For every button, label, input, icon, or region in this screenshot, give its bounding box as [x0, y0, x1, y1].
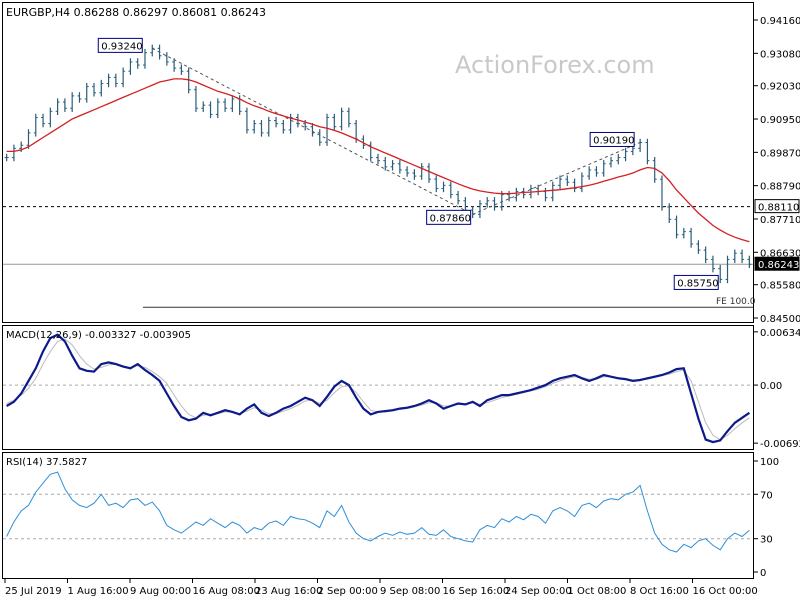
- price-tick-label: 0.89870: [760, 148, 800, 159]
- macd-panel: [2, 325, 754, 450]
- time-tick-label: 8 Oct 16:00: [630, 586, 689, 597]
- macd-series: [3, 333, 753, 444]
- price-tick-label: 0.87710: [760, 215, 800, 226]
- macd-title: MACD(12,26,9) -0.003327 -0.003905: [6, 330, 191, 341]
- price-annotation-box: [97, 37, 143, 53]
- price-annotation: 0.85750: [677, 278, 718, 289]
- rsi-title: RSI(14) 37.5827: [6, 457, 87, 468]
- time-tick-label: 9 Aug 00:00: [130, 586, 191, 597]
- rsi-tick-label: 30: [760, 535, 773, 546]
- price-annotation: 0.93240: [101, 41, 142, 52]
- time-tick-label: 16 Aug 08:00: [193, 586, 260, 597]
- price-tick-label: 0.86630: [760, 248, 800, 259]
- level-price-label: 0.88110: [758, 203, 799, 214]
- price-tick-label: 0.92030: [760, 82, 800, 93]
- level-price-label: 0.86243: [758, 260, 799, 271]
- time-axis: 25 Jul 2019 1 Aug 16:00 9 Aug 00:00 16 Aug …: [4, 579, 758, 597]
- time-tick-label: 2 Sep 00:00: [318, 586, 378, 597]
- macd-tick-label: 0.00: [760, 381, 782, 392]
- price-panel: [2, 2, 754, 323]
- price-tick-label: 0.94160: [760, 16, 800, 27]
- macd-tick-label: -0.006923: [760, 439, 800, 450]
- rsi-tick-label: 0: [760, 568, 766, 579]
- time-tick-label: 9 Sep 08:00: [380, 586, 440, 597]
- rsi-axis: 100 70 30 0: [754, 457, 779, 579]
- time-tick-label: 1 Oct 08:00: [568, 586, 627, 597]
- level-price-tag: [754, 199, 800, 214]
- fe-100-label: FE 100.0: [716, 297, 756, 307]
- watermark: ActionForex.com: [455, 51, 655, 79]
- price-tick-label: 0.85580: [760, 281, 800, 292]
- trendline: [472, 142, 641, 215]
- level-price-tag: [754, 256, 800, 271]
- price-series: [3, 44, 753, 308]
- macd-tick-label: 0.006341: [760, 328, 800, 339]
- moving-average-line: [6, 78, 750, 243]
- rsi-tick-label: 70: [760, 490, 773, 501]
- time-tick-label: 16 Oct 00:00: [693, 586, 758, 597]
- time-tick-label: 25 Jul 2019: [5, 586, 62, 597]
- price-annotation-box: [589, 131, 635, 147]
- rsi-series: [3, 471, 753, 553]
- time-tick-label: 23 Aug 16:00: [255, 586, 322, 597]
- price-tick-label: 0.90950: [760, 115, 800, 126]
- price-annotation-box: [673, 274, 719, 290]
- price-tick-label: 0.84500: [760, 314, 800, 325]
- time-tick-label: 16 Sep 16:00: [443, 586, 510, 597]
- rsi-panel: [2, 452, 754, 579]
- rsi-tick-label: 100: [760, 457, 779, 468]
- price-tick-label: 0.88790: [760, 182, 800, 193]
- time-tick-label: 24 Sep 00:00: [505, 586, 572, 597]
- time-tick-label: 1 Aug 16:00: [68, 586, 129, 597]
- rsi-line: [6, 471, 750, 553]
- annotations: FE 100.0 0.93240 0.87860 0.90190 0.85750: [97, 37, 756, 307]
- macd-axis: 0.006341 0.00 -0.006923: [754, 328, 800, 450]
- price-axis: 0.94160 0.93080 0.92030 0.90950 0.89870 0.887…: [754, 16, 800, 325]
- price-annotation: 0.90190: [593, 135, 634, 146]
- price-annotation-box: [426, 209, 472, 225]
- price-tick-label: 0.93080: [760, 49, 800, 60]
- macd-line: [6, 333, 751, 444]
- price-title: EURGBP,H4 0.86288 0.86297 0.86081 0.8624…: [6, 6, 266, 19]
- price-annotation: 0.87860: [430, 213, 471, 224]
